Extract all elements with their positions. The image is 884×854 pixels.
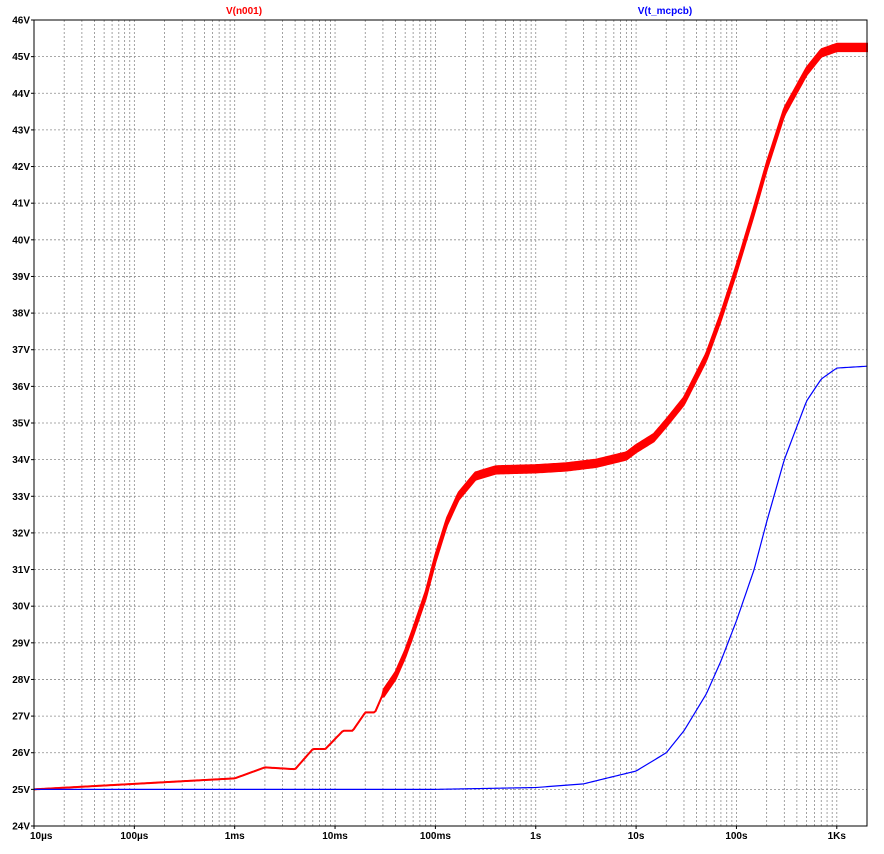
- y-tick-label: 32V: [12, 528, 30, 539]
- legend-layer: V(n001) V(t_mcpcb): [226, 6, 692, 17]
- y-tick-label: 45V: [12, 52, 30, 63]
- y-tick-label: 27V: [12, 712, 30, 723]
- y-tick-label: 44V: [12, 89, 30, 100]
- y-tick-label: 37V: [12, 345, 30, 356]
- y-tick-label: 39V: [12, 272, 30, 283]
- x-tick-label: 100µs: [120, 831, 148, 842]
- y-tick-label: 30V: [12, 602, 30, 613]
- x-tick-label: 1Ks: [828, 831, 847, 842]
- y-tick-label: 43V: [12, 125, 30, 136]
- trace-name-v-n001[interactable]: V(n001): [226, 6, 262, 17]
- y-tick-label: 33V: [12, 492, 30, 503]
- y-tick-label: 31V: [12, 565, 30, 576]
- axis-layer: 10µs 100µs 1ms 10ms 100ms 1s 10s 100s 1Ks 24V 25V 2…: [12, 16, 846, 843]
- y-tick-label: 38V: [12, 309, 30, 320]
- series-line-v-t-mcpcb: [34, 365, 868, 790]
- y-tick-label: 46V: [12, 16, 30, 27]
- y-tick-label: 42V: [12, 162, 30, 173]
- grid-layer: [34, 20, 867, 826]
- x-tick-label: 10µs: [30, 831, 53, 842]
- y-tick-label: 25V: [12, 785, 30, 796]
- y-tick-label: 35V: [12, 419, 30, 430]
- x-tick-label: 1s: [530, 831, 542, 842]
- x-tick-label: 10s: [628, 831, 645, 842]
- trace-name-v-t-mcpcb[interactable]: V(t_mcpcb): [638, 6, 692, 17]
- y-tick-label: 36V: [12, 382, 30, 393]
- y-tick-label: 24V: [12, 822, 30, 833]
- x-tick-label: 10ms: [322, 831, 348, 842]
- x-tick-label: 1ms: [225, 831, 245, 842]
- y-tick-label: 28V: [12, 675, 30, 686]
- x-tick-label: 100ms: [420, 831, 452, 842]
- y-tick-label: 41V: [12, 199, 30, 210]
- y-tick-label: 26V: [12, 748, 30, 759]
- x-tick-label: 100s: [725, 831, 748, 842]
- y-tick-label: 40V: [12, 235, 30, 246]
- y-tick-label: 29V: [12, 638, 30, 649]
- y-tick-label: 34V: [12, 455, 30, 466]
